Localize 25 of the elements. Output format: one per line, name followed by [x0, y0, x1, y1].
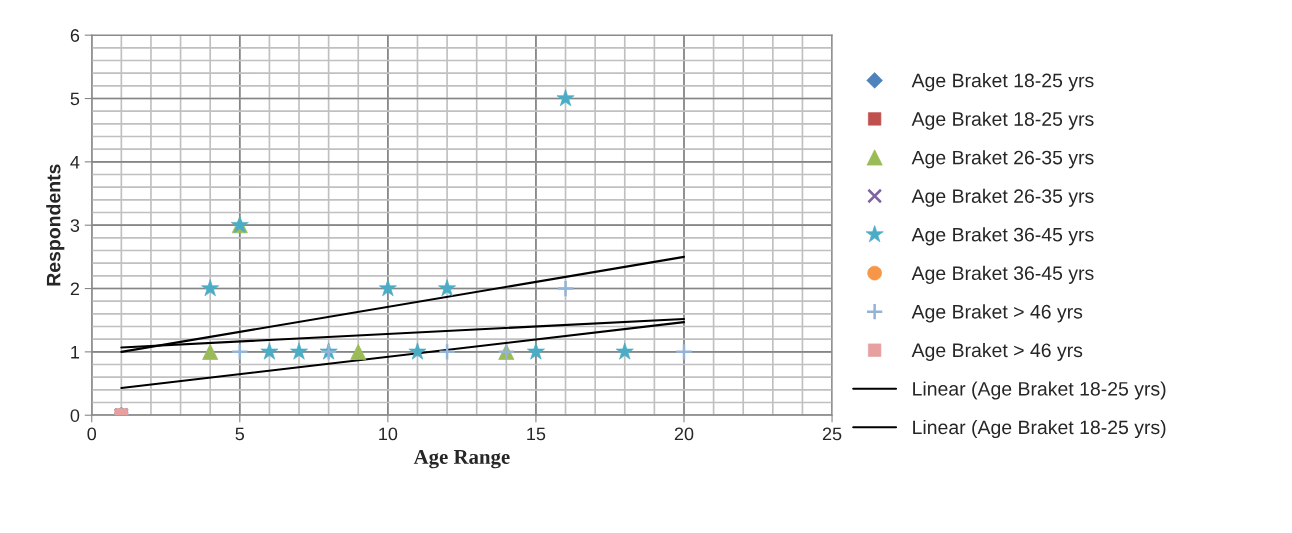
x-tick-label: 0 [87, 427, 97, 441]
x-axis-title: Age Range [413, 449, 510, 469]
legend-label: Age Braket 26-35 yrs [911, 188, 1094, 207]
x-tick-label: 20 [674, 427, 694, 441]
legend-label: Linear (Age Braket 18-25 yrs) [913, 419, 1166, 439]
legend-label: Age Braket 18-25 yrs [911, 111, 1094, 130]
y-tick-label: 4 [70, 155, 80, 169]
x-tick-label: 5 [235, 427, 245, 441]
legend-label: Age Braket > 46 yrs [911, 304, 1083, 323]
x-tick-label: 10 [379, 427, 398, 441]
y-tick-label: 5 [70, 92, 80, 106]
y-tick-label: 1 [71, 345, 80, 359]
y-tick-label: 0 [70, 409, 80, 422]
x-tick-label: 25 [822, 427, 842, 441]
y-tick-label: 3 [70, 219, 80, 232]
y-tick-label: 6 [70, 29, 80, 42]
y-axis-title: Respondents [46, 164, 65, 286]
legend-label: Age Braket 36-45 yrs [911, 227, 1094, 246]
legend-label: Linear (Age Braket 18-25 yrs) [913, 381, 1166, 400]
x-tick-label: 15 [527, 427, 546, 441]
legend-label: Age Braket 26-35 yrs [911, 150, 1094, 169]
legend-label: Age Braket > 46 yrs [911, 342, 1083, 362]
legend-label: Age Braket 36-45 yrs [911, 265, 1094, 284]
y-tick-label: 2 [70, 282, 80, 296]
legend-label: Age Braket 18-25 yrs [911, 73, 1094, 92]
